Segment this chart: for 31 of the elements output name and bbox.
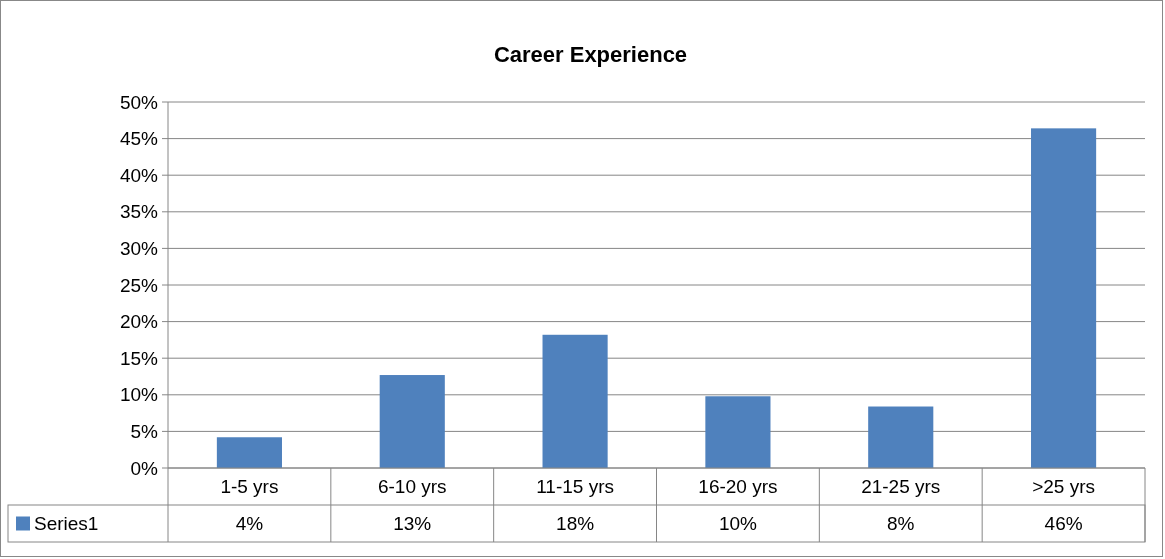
y-tick-label: 0% <box>130 457 159 479</box>
data-label: 18% <box>556 513 595 535</box>
x-tick-label: 6-10 yrs <box>377 476 447 498</box>
legend-label: Series1 <box>34 513 99 535</box>
bar <box>1031 128 1097 468</box>
y-tick-label: 20% <box>119 311 159 333</box>
data-label: 13% <box>393 513 432 535</box>
bar <box>705 396 771 468</box>
y-tick-label: 30% <box>119 238 159 260</box>
y-tick-label: 5% <box>130 421 159 443</box>
bar <box>379 375 445 468</box>
y-tick-label: 10% <box>119 384 159 406</box>
data-label: 8% <box>887 513 915 535</box>
y-tick-label: 50% <box>119 91 159 113</box>
data-label: 4% <box>235 513 264 535</box>
data-label: 10% <box>718 513 758 535</box>
x-tick-label: 11-15 yrs <box>536 476 614 498</box>
x-tick-label: 16-20 yrs <box>698 476 778 498</box>
bar <box>542 334 608 468</box>
chart-title: Career Experience <box>493 42 688 67</box>
x-tick-label: 21-25 yrs <box>861 476 941 498</box>
x-tick-label: 1-5 yrs <box>220 476 279 498</box>
y-tick-label: 40% <box>119 164 159 186</box>
bar <box>216 437 282 468</box>
data-label: 46% <box>1044 513 1083 535</box>
y-tick-label: 35% <box>119 201 159 223</box>
y-tick-label: 25% <box>119 274 159 296</box>
y-tick-label: 45% <box>119 128 159 150</box>
x-tick-label: >25 yrs <box>1032 476 1096 498</box>
y-tick-label: 15% <box>119 347 159 369</box>
bar <box>868 406 934 468</box>
